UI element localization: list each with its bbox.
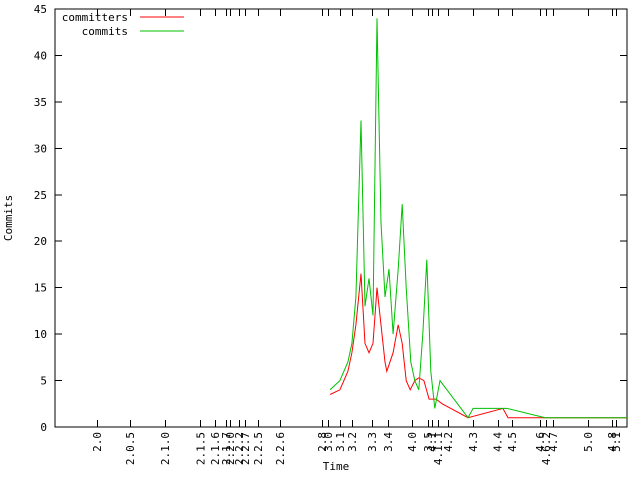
x-tick-label: 2.1.5 xyxy=(194,432,207,465)
x-tick-label: 2.0.5 xyxy=(124,432,137,465)
y-tick-label: 5 xyxy=(40,375,47,388)
y-axis-title: Commits xyxy=(2,195,15,241)
x-tick-label: 3.3 xyxy=(366,432,379,452)
y-tick-label: 35 xyxy=(34,96,47,109)
x-tick-label: 2.1.0 xyxy=(159,432,172,465)
x-tick-label: 4.7 xyxy=(547,432,560,452)
x-tick-label: 4.3 xyxy=(467,432,480,452)
x-tick-label: 2.2.7 xyxy=(239,432,252,465)
x-tick-label: 4.0 xyxy=(406,432,419,452)
legend-label-committers: committers xyxy=(62,11,128,24)
x-tick-label: 2.1.7 xyxy=(220,432,233,465)
y-tick-label: 0 xyxy=(40,421,47,434)
y-tick-label: 20 xyxy=(34,235,47,248)
y-tick-label: 30 xyxy=(34,142,47,155)
x-tick-label: 5.1 xyxy=(610,432,623,452)
x-tick-label: 2.2.5 xyxy=(252,432,265,465)
x-tick-label: 4.6.2 xyxy=(540,432,553,465)
y-tick-label: 25 xyxy=(34,189,47,202)
y-tick-label: 10 xyxy=(34,328,47,341)
x-tick-label: 4.6 xyxy=(534,432,547,452)
plot-border xyxy=(54,8,628,428)
x-tick-label: 4.1.1 xyxy=(432,432,445,465)
x-tick-label: 3.5 xyxy=(422,432,435,452)
x-tick-label: 2.2.2 xyxy=(233,432,246,465)
x-tick-label: 3.0 xyxy=(322,432,335,452)
x-tick-label: 4.8 xyxy=(606,432,619,452)
x-tick-label: 2.8 xyxy=(316,432,329,452)
x-tick-label: 2.0 xyxy=(91,432,104,452)
y-tick-label: 40 xyxy=(34,49,47,62)
y-tick-label: 45 xyxy=(34,3,47,16)
legend-label-commits: commits xyxy=(82,25,128,38)
series-line-commits xyxy=(329,18,627,419)
x-tick-label: 2.2.6 xyxy=(274,432,287,465)
x-tick-label: 2.1.6 xyxy=(209,432,222,465)
x-tick-label: 4.2 xyxy=(442,432,455,452)
series-line-committers xyxy=(329,273,627,419)
x-tick-label: 2.2.0 xyxy=(224,432,237,465)
x-tick-label: 3.2 xyxy=(346,432,359,452)
y-tick-label: 15 xyxy=(34,282,47,295)
x-tick-label: 3.1 xyxy=(334,432,347,452)
x-tick-label: 5.0 xyxy=(582,432,595,452)
x-tick-label: 4.4 xyxy=(492,432,505,452)
x-axis-title: Time xyxy=(323,460,350,473)
x-tick-label: 4.1 xyxy=(426,432,439,452)
x-tick-label: 3.4 xyxy=(382,432,395,452)
x-tick-label: 4.5 xyxy=(506,432,519,452)
